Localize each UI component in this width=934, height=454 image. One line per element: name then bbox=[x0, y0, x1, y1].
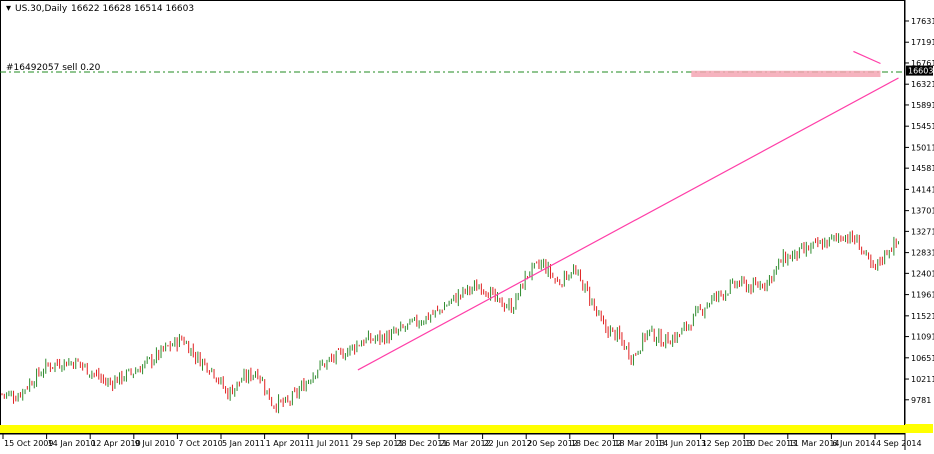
symbol-label: US.30,Daily bbox=[15, 4, 68, 14]
volume-axis-marker bbox=[905, 424, 933, 433]
trendline-group[interactable] bbox=[357, 50, 899, 371]
trendline[interactable] bbox=[853, 50, 881, 65]
x-tick-label: 22 Jun 2012 bbox=[484, 439, 532, 448]
y-tick-label: 13701 bbox=[911, 207, 934, 216]
x-tick-label: 28 Dec 2011 bbox=[396, 439, 447, 448]
x-tick-label: 1 Apr 2011 bbox=[266, 439, 310, 448]
y-tick-label: 11521 bbox=[911, 312, 934, 321]
y-tick-label: 15891 bbox=[911, 101, 934, 110]
symbol-dropdown-icon[interactable]: ▾ bbox=[6, 3, 11, 14]
x-tick-label: 9 Jul 2010 bbox=[135, 439, 175, 448]
current-price-label: 16603 bbox=[908, 67, 933, 76]
x-tick-label: 1 Jul 2011 bbox=[309, 439, 349, 448]
x-tick-label: 12 Sep 2013 bbox=[702, 439, 753, 448]
trendline[interactable] bbox=[357, 77, 899, 371]
x-tick-label: 5 Jan 2011 bbox=[222, 439, 265, 448]
x-tick-label: 14 Jun 2013 bbox=[658, 439, 706, 448]
y-tick-label: 15011 bbox=[911, 143, 934, 152]
resistance-zone[interactable] bbox=[691, 70, 881, 78]
x-tick-label: 15 Oct 2009 bbox=[4, 439, 53, 448]
x-tick-label: 14 Jan 2010 bbox=[48, 439, 96, 448]
current-price-box bbox=[906, 65, 933, 76]
x-tick-label: 18 Dec 2012 bbox=[571, 439, 622, 448]
x-tick-label: 12 Apr 2010 bbox=[91, 439, 140, 448]
x-tick-label: 26 Mar 2012 bbox=[440, 439, 491, 448]
y-tick-label: 10651 bbox=[911, 354, 934, 363]
ohlc-readout: 16622 16628 16514 16603 bbox=[71, 4, 194, 14]
x-tick-label: 29 Sep 2011 bbox=[353, 439, 404, 448]
volume-strip bbox=[0, 425, 905, 433]
x-tick-label: 4 Sep 2014 bbox=[876, 439, 922, 448]
y-tick-label: 17631 bbox=[911, 17, 934, 26]
x-tick-label: 6 Jun 2014 bbox=[832, 439, 875, 448]
y-tick-label: 15451 bbox=[911, 122, 934, 131]
y-tick-label: 16761 bbox=[911, 59, 934, 68]
x-tick-label: 18 Mar 2013 bbox=[614, 439, 665, 448]
y-tick-label: 12831 bbox=[911, 249, 934, 258]
y-tick-label: 12401 bbox=[911, 269, 934, 278]
order-line-label: #16492057 sell 0.20 bbox=[6, 63, 101, 73]
y-tick-label: 11961 bbox=[911, 291, 934, 300]
x-tick-label: 10 Dec 2013 bbox=[745, 439, 796, 448]
price-axis: 9781 10211 10651 11091 11521 11961 12401 12831 1… bbox=[905, 17, 934, 405]
x-tick-label: 7 Oct 2010 bbox=[178, 439, 222, 448]
zone-rect[interactable] bbox=[691, 70, 881, 78]
y-tick-label: 14141 bbox=[911, 185, 934, 194]
y-tick-label: 17191 bbox=[911, 38, 934, 47]
y-tick-label: 10211 bbox=[911, 375, 934, 384]
y-tick-label: 9781 bbox=[911, 396, 931, 405]
y-tick-label: 14581 bbox=[911, 164, 934, 173]
y-tick-label: 16321 bbox=[911, 80, 934, 89]
x-tick-label: 11 Mar 2014 bbox=[789, 439, 840, 448]
x-tick-label: 20 Sep 2012 bbox=[527, 439, 578, 448]
y-tick-label: 11091 bbox=[911, 333, 934, 342]
y-tick-label: 13271 bbox=[911, 227, 934, 236]
candlestick-series bbox=[1, 230, 899, 414]
